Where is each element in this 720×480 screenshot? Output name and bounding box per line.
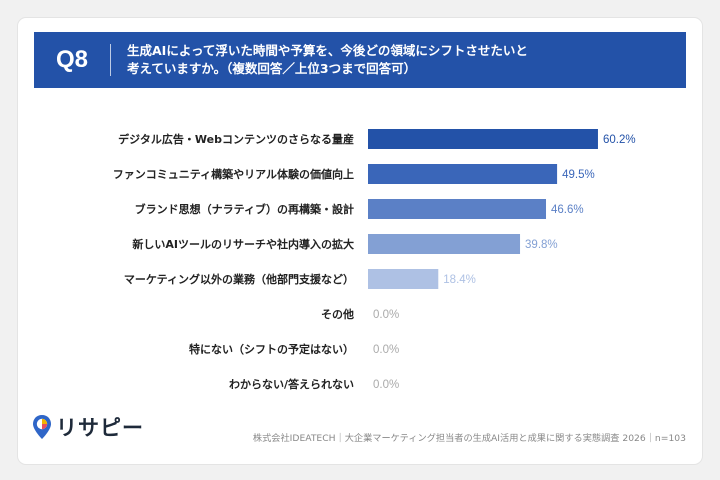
question-text: 生成AIによって浮いた時間や予算を、今後どの領域にシフトさせたいと 考えています… — [111, 42, 528, 78]
bar — [368, 129, 598, 149]
category-label: ブランド思想（ナラティブ）の再構築・設計 — [135, 202, 354, 216]
location-pin-icon — [33, 415, 51, 439]
logo-text: リサピー — [56, 416, 144, 440]
bar — [368, 234, 521, 254]
brand-logo: リサピー — [32, 412, 144, 442]
bar — [368, 269, 439, 289]
value-label: 0.0% — [373, 379, 399, 391]
footer-source: 株式会社IDEATECH｜大企業マーケティング担当者の生成AI活用と成果に関する… — [252, 433, 686, 444]
value-label: 0.0% — [373, 344, 399, 356]
category-label: 新しいAIツールのリサーチや社内導入の拡大 — [132, 237, 354, 251]
question-line-2: 考えていますか。（複数回答／上位3つまで回答可） — [127, 61, 417, 76]
bar — [368, 199, 547, 219]
question-header: Q8 生成AIによって浮いた時間や予算を、今後どの領域にシフトさせたいと 考えて… — [34, 32, 686, 88]
category-label: デジタル広告・Webコンテンツのさらなる量産 — [118, 132, 354, 146]
category-label: わからない/答えられない — [229, 377, 354, 391]
category-label: 特にない（シフトの予定はない） — [189, 342, 354, 356]
bar — [368, 164, 558, 184]
question-line-1: 生成AIによって浮いた時間や予算を、今後どの領域にシフトさせたいと — [127, 43, 528, 58]
category-label: マーケティング以外の業務（他部門支援など） — [124, 272, 354, 286]
question-number: Q8 — [55, 46, 88, 73]
category-label: その他 — [321, 307, 354, 321]
category-label: ファンコミュニティ構築やリアル体験の価値向上 — [113, 167, 354, 181]
value-label: 0.0% — [373, 309, 399, 321]
chart-card — [18, 18, 702, 464]
value-label: 39.8% — [525, 239, 558, 251]
value-label: 49.5% — [562, 169, 595, 181]
value-label: 60.2% — [603, 134, 636, 146]
header-divider — [110, 44, 111, 76]
value-label: 18.4% — [443, 274, 476, 286]
value-label: 46.6% — [551, 204, 584, 216]
